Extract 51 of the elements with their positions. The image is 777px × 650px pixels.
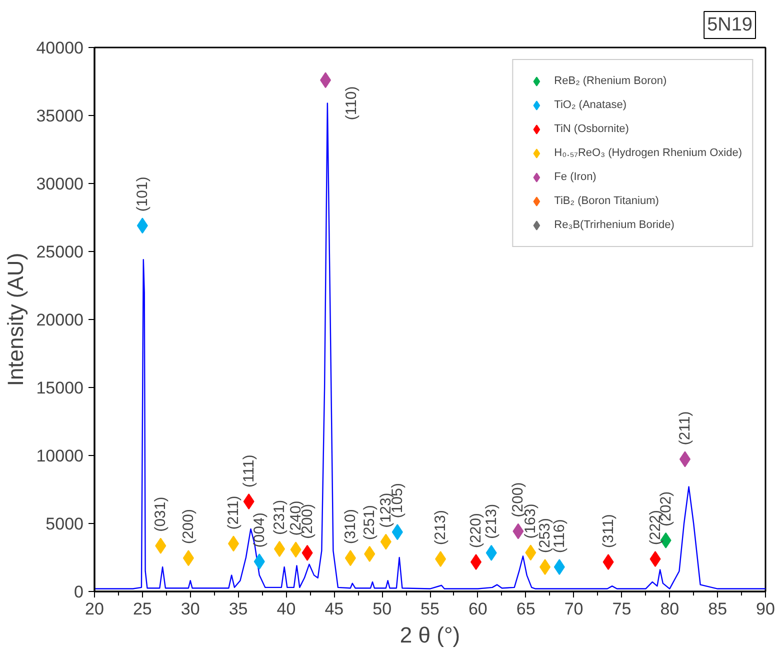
annotation: (004)	[250, 512, 268, 548]
legend-label: H₀.₅₇ReO₃ (Hydrogen Rhenium Oxide)	[554, 147, 742, 159]
annotation: (311)	[600, 514, 617, 548]
x-tick-label: 90	[756, 600, 775, 618]
annotation: (031)	[152, 496, 170, 532]
annotation: (310)	[342, 509, 359, 544]
x-tick-label: 45	[324, 600, 344, 618]
x-tick-label: 30	[180, 600, 200, 618]
legend-label: Re₃B(Trirhenium Boride)	[554, 219, 674, 231]
x-tick-label: 80	[660, 600, 680, 618]
legend-label: TiN (Osbornite)	[554, 123, 629, 135]
x-tick-label: 65	[516, 600, 536, 618]
legend-label: TiO₂ (Anatase)	[554, 99, 626, 111]
annotation: (211)	[224, 496, 242, 530]
y-tick-label: 40000	[36, 38, 84, 58]
legend-label: Fe (Iron)	[554, 171, 596, 183]
annotation: (200)	[180, 509, 197, 544]
y-tick-label: 5000	[46, 514, 84, 534]
x-tick-label: 70	[564, 600, 584, 618]
y-axis-title: Intensity (AU)	[3, 252, 28, 386]
annotation: (211)	[676, 411, 694, 446]
x-tick-label: 55	[420, 600, 440, 618]
x-tick-label: 40	[276, 600, 296, 618]
x-tick-label: 35	[228, 600, 248, 618]
x-tick-label: 60	[468, 600, 488, 618]
y-tick-label: 15000	[36, 378, 84, 398]
annotation: (251)	[361, 504, 378, 540]
y-tick-label: 0	[74, 582, 84, 602]
y-tick-label: 35000	[36, 106, 84, 126]
x-tick-label: 75	[612, 600, 632, 618]
annotation: (213)	[432, 510, 450, 545]
y-tick-label: 30000	[36, 174, 84, 194]
y-tick-label: 25000	[36, 242, 84, 262]
x-tick-label: 50	[372, 600, 392, 618]
annotation: (220)	[468, 512, 485, 548]
annotation: (101)	[134, 176, 151, 212]
annotation: (110)	[343, 86, 360, 120]
annotation: (111)	[240, 454, 258, 488]
x-axis-title: 2 θ (°)	[400, 622, 460, 648]
text: 5N19	[707, 14, 752, 36]
y-tick-label: 20000	[36, 310, 84, 330]
annotation: (231)	[271, 500, 288, 535]
x-tick-label: 25	[132, 600, 152, 618]
annotation: (253)	[536, 518, 554, 554]
x-tick-label: 85	[708, 600, 728, 618]
annotation: (213)	[482, 504, 500, 539]
x-tick-label: 20	[85, 600, 104, 618]
legend-label: ReB₂ (Rhenium Boron)	[554, 75, 667, 87]
annotation: (200)	[510, 482, 527, 518]
y-tick-label: 10000	[36, 446, 84, 466]
legend-label: TiB₂ (Boron Titanium)	[554, 195, 659, 207]
